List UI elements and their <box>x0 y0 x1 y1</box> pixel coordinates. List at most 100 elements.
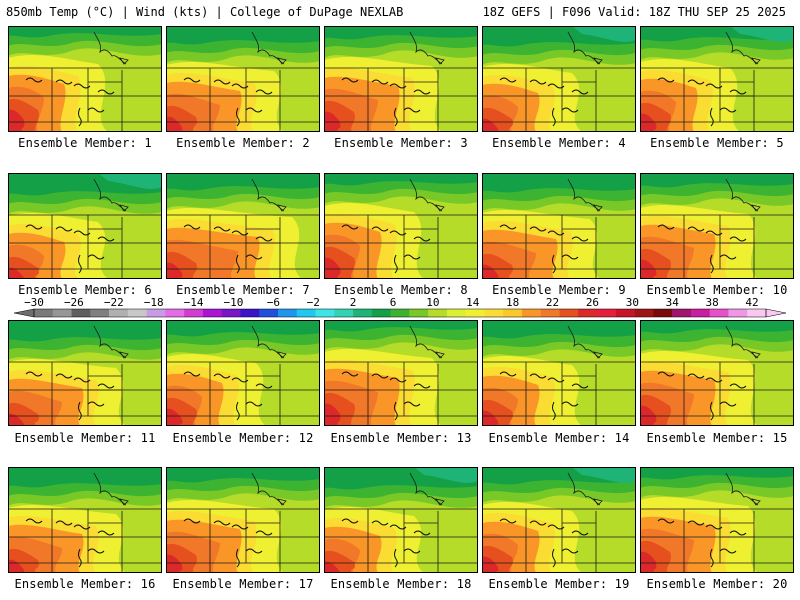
ensemble-map-19 <box>482 467 636 573</box>
colorbar-tick-label: 14 <box>466 296 480 309</box>
ensemble-map-1 <box>8 26 162 132</box>
ensemble-member-label: Ensemble Member: 3 <box>334 136 468 150</box>
ensemble-map-7 <box>166 173 320 279</box>
wind-barb <box>547 83 565 89</box>
lake-outline <box>119 351 129 359</box>
colorbar-swatch <box>146 309 166 317</box>
colorbar-tick-label: −14 <box>184 296 204 309</box>
extreme-heat-region <box>166 408 183 426</box>
lake-outline <box>751 57 761 65</box>
colorbar-swatch <box>446 309 466 317</box>
cold-region <box>8 467 162 488</box>
ensemble-map-12 <box>166 320 320 426</box>
lake-outline <box>567 472 601 506</box>
wind-barb <box>55 373 73 379</box>
lake-outline <box>409 325 443 359</box>
colorbar-swatch <box>353 309 373 317</box>
wind-barb <box>236 254 240 274</box>
colorbar-swatch <box>165 309 185 317</box>
wind-barb <box>213 79 231 85</box>
wind-barb <box>547 377 565 383</box>
wind-barb <box>561 107 579 113</box>
cold-region <box>166 320 320 337</box>
wind-barb <box>389 377 407 383</box>
ensemble-member-label: Ensemble Member: 19 <box>488 577 630 591</box>
lake-outline <box>751 204 761 212</box>
ensemble-member-label: Ensemble Member: 2 <box>176 136 310 150</box>
extreme-heat-region <box>324 257 341 279</box>
wind-barb <box>547 524 565 530</box>
lake-outline <box>409 178 443 212</box>
wind-barb <box>403 548 421 554</box>
wind-barb <box>236 548 240 568</box>
coldest-region <box>730 26 794 42</box>
lake-outline <box>593 57 603 65</box>
extreme-heat-region <box>8 413 25 426</box>
wind-barb <box>705 524 723 530</box>
lake-outline <box>725 31 759 65</box>
wind-barb <box>710 548 714 568</box>
wind-barb <box>710 107 714 127</box>
wind-barb <box>552 401 556 421</box>
lake-outline <box>119 57 129 65</box>
lake-outline <box>435 57 445 65</box>
wind-barb <box>245 548 263 554</box>
wind-barb <box>729 89 747 95</box>
temperature-field-map <box>482 173 636 279</box>
wind-barb <box>729 236 747 242</box>
wind-barb <box>394 254 398 274</box>
wind-barb <box>657 224 675 230</box>
wind-barb <box>413 89 431 95</box>
ensemble-map-6 <box>8 173 162 279</box>
temperature-field-map <box>640 320 794 426</box>
wind-barb <box>236 401 240 421</box>
wind-barb <box>55 520 73 526</box>
header-valid-time: 18Z GEFS | F096 Valid: 18Z THU SEP 25 20… <box>482 5 786 19</box>
colorbar-swatch <box>278 309 298 317</box>
temperature-field-map <box>482 467 636 573</box>
lake-outline <box>251 325 285 359</box>
coldest-region <box>98 173 162 189</box>
lake-outline <box>725 178 759 212</box>
wind-barb <box>183 371 201 377</box>
ensemble-member-label: Ensemble Member: 9 <box>492 283 626 297</box>
wind-barb <box>710 254 714 274</box>
lake-outline <box>725 325 759 359</box>
colorbar-swatch <box>540 309 560 317</box>
colorbar-swatch <box>690 309 710 317</box>
extreme-heat-region <box>324 561 341 573</box>
extreme-heat-region <box>166 262 183 279</box>
colorbar-swatch <box>221 309 241 317</box>
lake-outline <box>277 351 287 359</box>
colorbar-tick-label: 10 <box>426 296 439 309</box>
wind-barb <box>87 254 105 260</box>
lake-outline <box>409 31 443 65</box>
wind-barb <box>719 401 737 407</box>
extreme-heat-region <box>640 551 657 573</box>
lake-outline <box>277 204 287 212</box>
colorbar-swatch <box>484 309 504 317</box>
extreme-heat-region <box>482 556 499 573</box>
temperature-field-map <box>324 173 478 279</box>
ensemble-map-3 <box>324 26 478 132</box>
lake-outline <box>277 57 287 65</box>
lake-outline <box>93 31 127 65</box>
colorbar-swatch <box>428 309 448 317</box>
wind-barb <box>687 373 705 379</box>
colorbar-swatch <box>672 309 692 317</box>
colorbar-low-arrow <box>13 308 35 318</box>
colorbar-swatch <box>371 309 391 317</box>
ensemble-member-label: Ensemble Member: 20 <box>646 577 788 591</box>
wind-barb <box>213 520 231 526</box>
wind-barb <box>341 518 359 524</box>
temperature-field-map <box>324 467 478 573</box>
colorbar-swatch <box>202 309 222 317</box>
cold-region <box>8 26 162 38</box>
colorbar-tick-label: −26 <box>64 296 84 309</box>
colorbar-swatch <box>615 309 635 317</box>
colorbar-swatch <box>409 309 429 317</box>
colorbar-swatch <box>503 309 523 317</box>
ensemble-map-16 <box>8 467 162 573</box>
temperature-field-map <box>640 173 794 279</box>
wind-barb <box>87 107 105 113</box>
